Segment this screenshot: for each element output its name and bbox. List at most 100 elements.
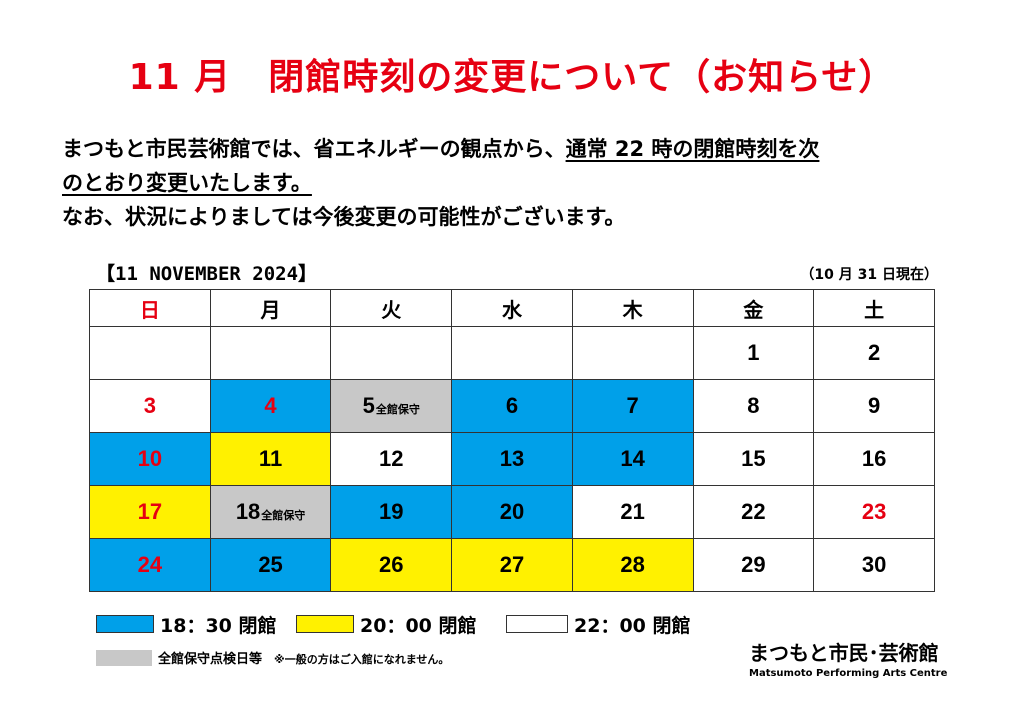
- day-number: 7: [626, 393, 639, 418]
- day-number: 15: [741, 446, 766, 471]
- day-number: 26: [379, 552, 404, 577]
- calendar-day-cell: 30: [813, 538, 935, 592]
- calendar-week-row: 10 11 12 13 14 15 16: [89, 432, 935, 486]
- day-number: 1: [747, 340, 760, 365]
- intro-line-3: なお、状況によりましては今後変更の可能性がございます。: [62, 205, 626, 229]
- maintenance-swatch: [96, 650, 152, 666]
- calendar-week-row: 17 18全館保守 19 20 21 22 23: [89, 485, 935, 539]
- calendar-day-cell: 15: [692, 432, 815, 486]
- calendar-day-cell: 28: [571, 538, 694, 592]
- day-number: 23: [861, 499, 887, 524]
- day-number: 4: [264, 393, 277, 418]
- calendar-week-row: 3 4 5全館保守 6 7 8 9: [89, 379, 935, 433]
- calendar-day-cell: 9: [813, 379, 935, 433]
- day-number: 12: [379, 446, 404, 471]
- calendar-empty-cell: [451, 326, 573, 380]
- day-number: 22: [741, 499, 766, 524]
- day-number: 3: [143, 393, 156, 418]
- calendar-week-row: 24 25 26 27 28 29 30: [89, 538, 935, 592]
- calendar-empty-cell: [571, 326, 694, 380]
- calendar-day-cell: 6: [451, 379, 573, 433]
- calendar-day-cell: 11: [209, 432, 332, 486]
- legend-yellow-swatch: [296, 615, 354, 633]
- weekday-mon: 月: [209, 289, 332, 327]
- weekday-sat: 土: [813, 289, 935, 327]
- intro-underlined-text: 通常 22 時の閉館時刻を次: [565, 137, 820, 161]
- intro-underlined-text-2: のとおり変更いたします。: [62, 171, 312, 195]
- legend-white-swatch: [506, 615, 568, 633]
- as-of-date: （10 月 31 日現在）: [800, 267, 938, 283]
- legend-yellow-label: 20：00 閉館: [360, 615, 477, 637]
- maintenance-label: 全館保守点検日等: [158, 652, 263, 667]
- page-title: 11 月 閉館時刻の変更について（お知らせ）: [128, 57, 896, 98]
- day-number: 11: [258, 446, 283, 471]
- calendar-label: 【11 NOVEMBER 2024】: [96, 263, 318, 285]
- day-number: 14: [620, 446, 645, 471]
- weekday-wed: 水: [451, 289, 573, 327]
- calendar-day-cell: 5全館保守: [330, 379, 453, 433]
- calendar-day-cell: 1: [692, 326, 815, 380]
- weekday-sun: 日: [89, 289, 211, 327]
- calendar-day-cell: 20: [451, 485, 573, 539]
- maintenance-legend: 全館保守点検日等 ※一般の方はご入館になれません。: [96, 648, 449, 669]
- calendar-day-cell: 7: [571, 379, 694, 433]
- calendar-day-cell: 29: [692, 538, 815, 592]
- day-number: 16: [861, 446, 887, 471]
- day-number: 19: [379, 499, 404, 524]
- day-number: 29: [741, 552, 766, 577]
- calendar-day-cell: 27: [451, 538, 573, 592]
- calendar-day-cell: 25: [209, 538, 332, 592]
- day-number: 20: [499, 499, 525, 524]
- calendar-day-cell: 10: [89, 432, 211, 486]
- calendar-day-cell: 13: [451, 432, 573, 486]
- day-number: 21: [620, 499, 645, 524]
- day-number: 2: [867, 340, 881, 365]
- day-number: 10: [137, 446, 163, 471]
- maintenance-note-label: 全館保守: [261, 510, 306, 522]
- day-number: 18: [235, 499, 261, 524]
- intro-line-1-text: まつもと市民芸術館では、省エネルギーの観点から、: [62, 137, 566, 161]
- calendar-day-cell: 21: [571, 485, 694, 539]
- calendar-day-cell: 4: [209, 379, 332, 433]
- calendar-day-cell: 18全館保守: [209, 485, 332, 539]
- day-number: 17: [137, 499, 163, 524]
- weekday-fri: 金: [692, 289, 815, 327]
- calendar-day-cell: 16: [813, 432, 935, 486]
- calendar-day-cell: 3: [89, 379, 211, 433]
- legend-blue-label: 18：30 閉館: [160, 615, 277, 637]
- maintenance-note-label: 全館保守: [375, 404, 420, 416]
- calendar-day-cell: 24: [89, 538, 211, 592]
- calendar-day-cell: 14: [571, 432, 694, 486]
- calendar-day-cell: 26: [330, 538, 453, 592]
- weekday-header-row: 日 月 火 水 木 金 土: [89, 289, 935, 327]
- day-number: 9: [867, 393, 881, 418]
- legend-blue: 18：30 閉館: [96, 611, 277, 638]
- calendar-day-cell: 12: [330, 432, 453, 486]
- calendar-empty-cell: [89, 326, 211, 380]
- logo-english: Matsumoto Performing Arts Centre: [749, 668, 948, 679]
- intro-text: まつもと市民芸術館では、省エネルギーの観点から、通常 22 時の閉館時刻を次 の…: [62, 132, 962, 234]
- legend-white: 22：00 閉館: [506, 611, 691, 638]
- legend-white-label: 22：00 閉館: [574, 615, 691, 637]
- day-number: 25: [258, 552, 283, 577]
- calendar-day-cell: 2: [813, 326, 935, 380]
- calendar-body: 1 2 3 4 5全館保守 6 7 8 9 10 11 12 13 14 15 16 17 18全館保守 19 20 2…: [89, 326, 935, 592]
- weekday-thu: 木: [571, 289, 694, 327]
- weekday-tue: 火: [330, 289, 453, 327]
- calendar-table: 日 月 火 水 木 金 土 1 2 3 4 5全館保守 6 7 8 9 10 11 12 13 14 15 1…: [89, 289, 935, 592]
- calendar-empty-cell: [330, 326, 453, 380]
- legend-yellow: 20：00 閉館: [296, 611, 477, 638]
- maintenance-note: ※一般の方はご入館になれません。: [274, 653, 450, 666]
- calendar-day-cell: 23: [813, 485, 935, 539]
- calendar-day-cell: 17: [89, 485, 211, 539]
- day-number: 8: [747, 393, 760, 418]
- logo: まつもと市民･芸術館 Matsumoto Performing Arts Cen…: [749, 637, 949, 679]
- day-number: 30: [861, 552, 887, 577]
- day-number: 28: [620, 552, 645, 577]
- day-number: 6: [505, 393, 519, 418]
- logo-japanese: まつもと市民･芸術館: [749, 641, 939, 665]
- day-number: 13: [499, 446, 525, 471]
- legend-blue-swatch: [96, 615, 154, 633]
- intro-line-1: まつもと市民芸術館では、省エネルギーの観点から、通常 22 時の閉館時刻を次: [62, 132, 962, 166]
- day-number: 27: [499, 552, 525, 577]
